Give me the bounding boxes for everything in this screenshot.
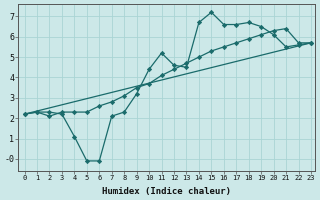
X-axis label: Humidex (Indice chaleur): Humidex (Indice chaleur) [102, 187, 231, 196]
